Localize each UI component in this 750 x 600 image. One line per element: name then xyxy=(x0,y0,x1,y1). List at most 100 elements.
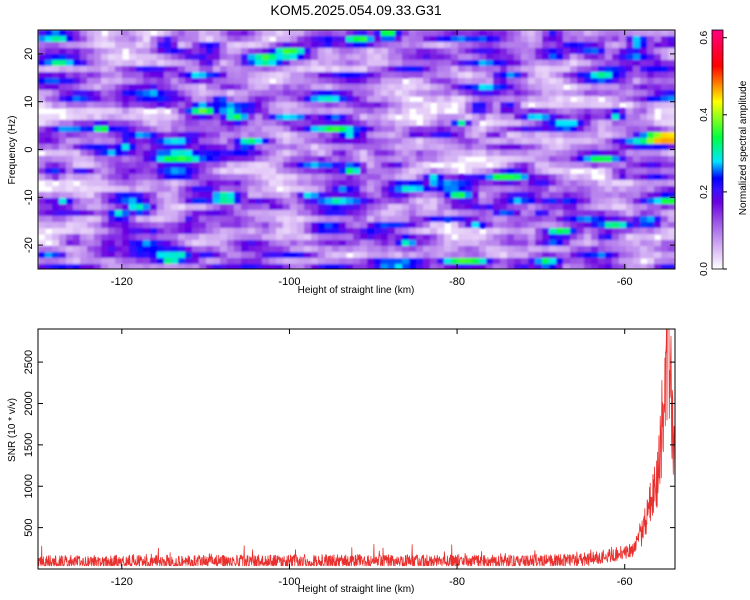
heatmap-cell xyxy=(59,252,67,259)
heatmap-cell xyxy=(381,126,389,133)
heatmap-cell xyxy=(248,42,256,49)
heatmap-cell xyxy=(549,90,557,97)
heatmap-cell xyxy=(472,42,480,49)
heatmap-cell xyxy=(164,150,172,157)
heatmap-cell xyxy=(269,210,277,217)
heatmap-cell xyxy=(521,132,529,139)
heatmap-cell xyxy=(402,120,410,127)
heatmap-cell xyxy=(129,54,137,61)
heatmap-cell xyxy=(150,84,158,91)
heatmap-cell xyxy=(640,36,648,43)
heatmap-cell xyxy=(59,216,67,223)
heatmap-cell xyxy=(199,198,207,205)
heatmap-cell xyxy=(402,162,410,169)
heatmap-cell xyxy=(346,126,354,133)
heatmap-cell xyxy=(115,102,123,109)
heatmap-cell xyxy=(73,186,81,193)
heatmap-cell xyxy=(157,96,165,103)
heatmap-cell xyxy=(178,210,186,217)
heatmap-cell xyxy=(612,36,620,43)
heatmap-cell xyxy=(647,246,655,253)
heatmap-cell xyxy=(654,156,662,163)
heatmap-cell xyxy=(269,138,277,145)
heatmap-cell xyxy=(591,258,599,265)
heatmap-cell xyxy=(605,72,613,79)
heatmap-cell xyxy=(479,240,487,247)
heatmap-cell xyxy=(591,222,599,229)
heatmap-cell xyxy=(486,258,494,265)
heatmap-cell xyxy=(360,192,368,199)
heatmap-cell xyxy=(199,78,207,85)
heatmap-cell xyxy=(661,228,669,235)
heatmap-cell xyxy=(451,132,459,139)
heatmap-cell xyxy=(486,48,494,55)
heatmap-cell xyxy=(423,162,431,169)
heatmap-cell xyxy=(514,78,522,85)
heatmap-cell xyxy=(542,264,550,269)
heatmap-cell xyxy=(661,198,669,205)
heatmap-cell xyxy=(472,72,480,79)
heatmap-cell xyxy=(227,78,235,85)
heatmap-cell xyxy=(73,138,81,145)
heatmap-cell xyxy=(668,192,675,199)
heatmap-cell xyxy=(164,48,172,55)
heatmap-cell xyxy=(626,192,634,199)
heatmap-cell xyxy=(465,210,473,217)
heatmap-cell xyxy=(255,48,263,55)
heatmap-cell xyxy=(171,186,179,193)
heatmap-cell xyxy=(626,198,634,205)
heatmap-cell xyxy=(451,138,459,145)
heatmap-cell xyxy=(514,90,522,97)
heatmap-cell xyxy=(227,132,235,139)
heatmap-cell xyxy=(206,66,214,73)
heatmap-cell xyxy=(528,234,536,241)
heatmap-cell xyxy=(227,186,235,193)
heatmap-cell xyxy=(150,144,158,151)
heatmap-cell xyxy=(143,192,151,199)
heatmap-cell xyxy=(619,264,627,269)
heatmap-cell xyxy=(80,264,88,269)
heatmap-cell xyxy=(262,234,270,241)
heatmap-cell xyxy=(486,240,494,247)
heatmap-cell xyxy=(612,66,620,73)
heatmap-cell xyxy=(507,162,515,169)
heatmap-cell xyxy=(262,162,270,169)
heatmap-cell xyxy=(360,132,368,139)
x-tick-label: -60 xyxy=(617,576,633,588)
heatmap-cell xyxy=(283,84,291,91)
heatmap-cell xyxy=(605,216,613,223)
heatmap-cell xyxy=(472,78,480,85)
heatmap-cell xyxy=(227,72,235,79)
heatmap-cell xyxy=(94,264,102,269)
heatmap-cell xyxy=(612,234,620,241)
heatmap-cell xyxy=(423,234,431,241)
heatmap-cell xyxy=(311,126,319,133)
heatmap-cell xyxy=(241,48,249,55)
heatmap-cell xyxy=(255,204,263,211)
heatmap-cell xyxy=(514,186,522,193)
heatmap-cell xyxy=(311,252,319,259)
heatmap-cell xyxy=(584,204,592,211)
y-tick-label: 0 xyxy=(23,146,35,152)
heatmap-cell xyxy=(283,66,291,73)
heatmap-cell xyxy=(654,96,662,103)
heatmap-cell xyxy=(563,204,571,211)
heatmap-cell xyxy=(290,156,298,163)
heatmap-cell xyxy=(234,150,242,157)
heatmap-cell xyxy=(374,78,382,85)
heatmap-cell xyxy=(66,36,74,43)
heatmap-cell xyxy=(374,138,382,145)
heatmap-cell xyxy=(178,72,186,79)
heatmap-cell xyxy=(654,162,662,169)
heatmap-cell xyxy=(276,78,284,85)
colorbar-gradient xyxy=(711,29,724,270)
heatmap-cell xyxy=(52,60,60,67)
heatmap-cell xyxy=(549,258,557,265)
heatmap-cell xyxy=(80,84,88,91)
heatmap-cell xyxy=(136,252,144,259)
heatmap-cell xyxy=(640,252,648,259)
heatmap-cell xyxy=(80,234,88,241)
heatmap-cell xyxy=(661,186,669,193)
heatmap-cell xyxy=(339,66,347,73)
heatmap-cell xyxy=(115,30,123,37)
